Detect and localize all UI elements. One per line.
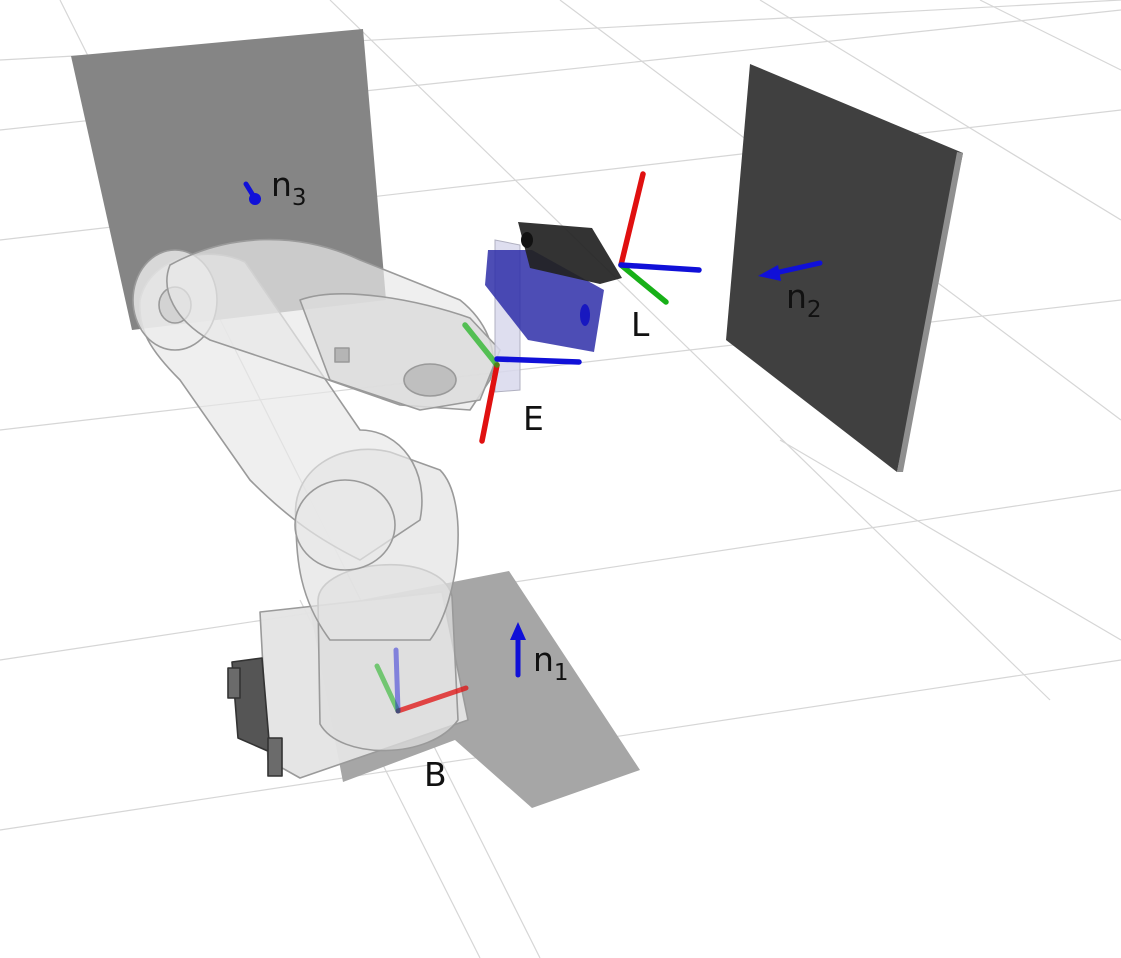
- normal-n3-arrow: [243, 181, 261, 205]
- sensor-x-axis: [618, 171, 646, 268]
- sensor-top-housing: [518, 222, 622, 284]
- sensor-y-axis: [618, 262, 669, 305]
- base-frame-label: B: [424, 755, 447, 794]
- base-z-axis: [393, 647, 401, 714]
- sensor-assembly: [485, 222, 622, 393]
- base-x-axis: [395, 685, 469, 714]
- normal-n2-label: n2: [786, 277, 822, 323]
- robot-elbow-joint: [294, 479, 396, 571]
- base-y-axis: [374, 663, 401, 714]
- normal-n2-arrow: [758, 260, 823, 281]
- sensor-z-axis: [618, 262, 702, 273]
- end-effector-frame-label: E: [523, 399, 544, 438]
- end-effector-frame-axes: [462, 322, 582, 444]
- side-plane: [726, 64, 963, 472]
- ee-x-axis: [479, 362, 500, 444]
- robot-arm: [132, 238, 501, 779]
- ee-z-axis: [494, 356, 582, 365]
- normal-n1-label: n1: [533, 640, 569, 686]
- normal-n1-arrow: [510, 622, 526, 678]
- base-frame-axes: [374, 647, 469, 714]
- normal-n3-label: n3: [271, 165, 307, 211]
- sensor-frame-axes: [618, 171, 702, 305]
- ee-y-axis: [462, 322, 500, 368]
- sensor-frame-label: L: [631, 305, 650, 344]
